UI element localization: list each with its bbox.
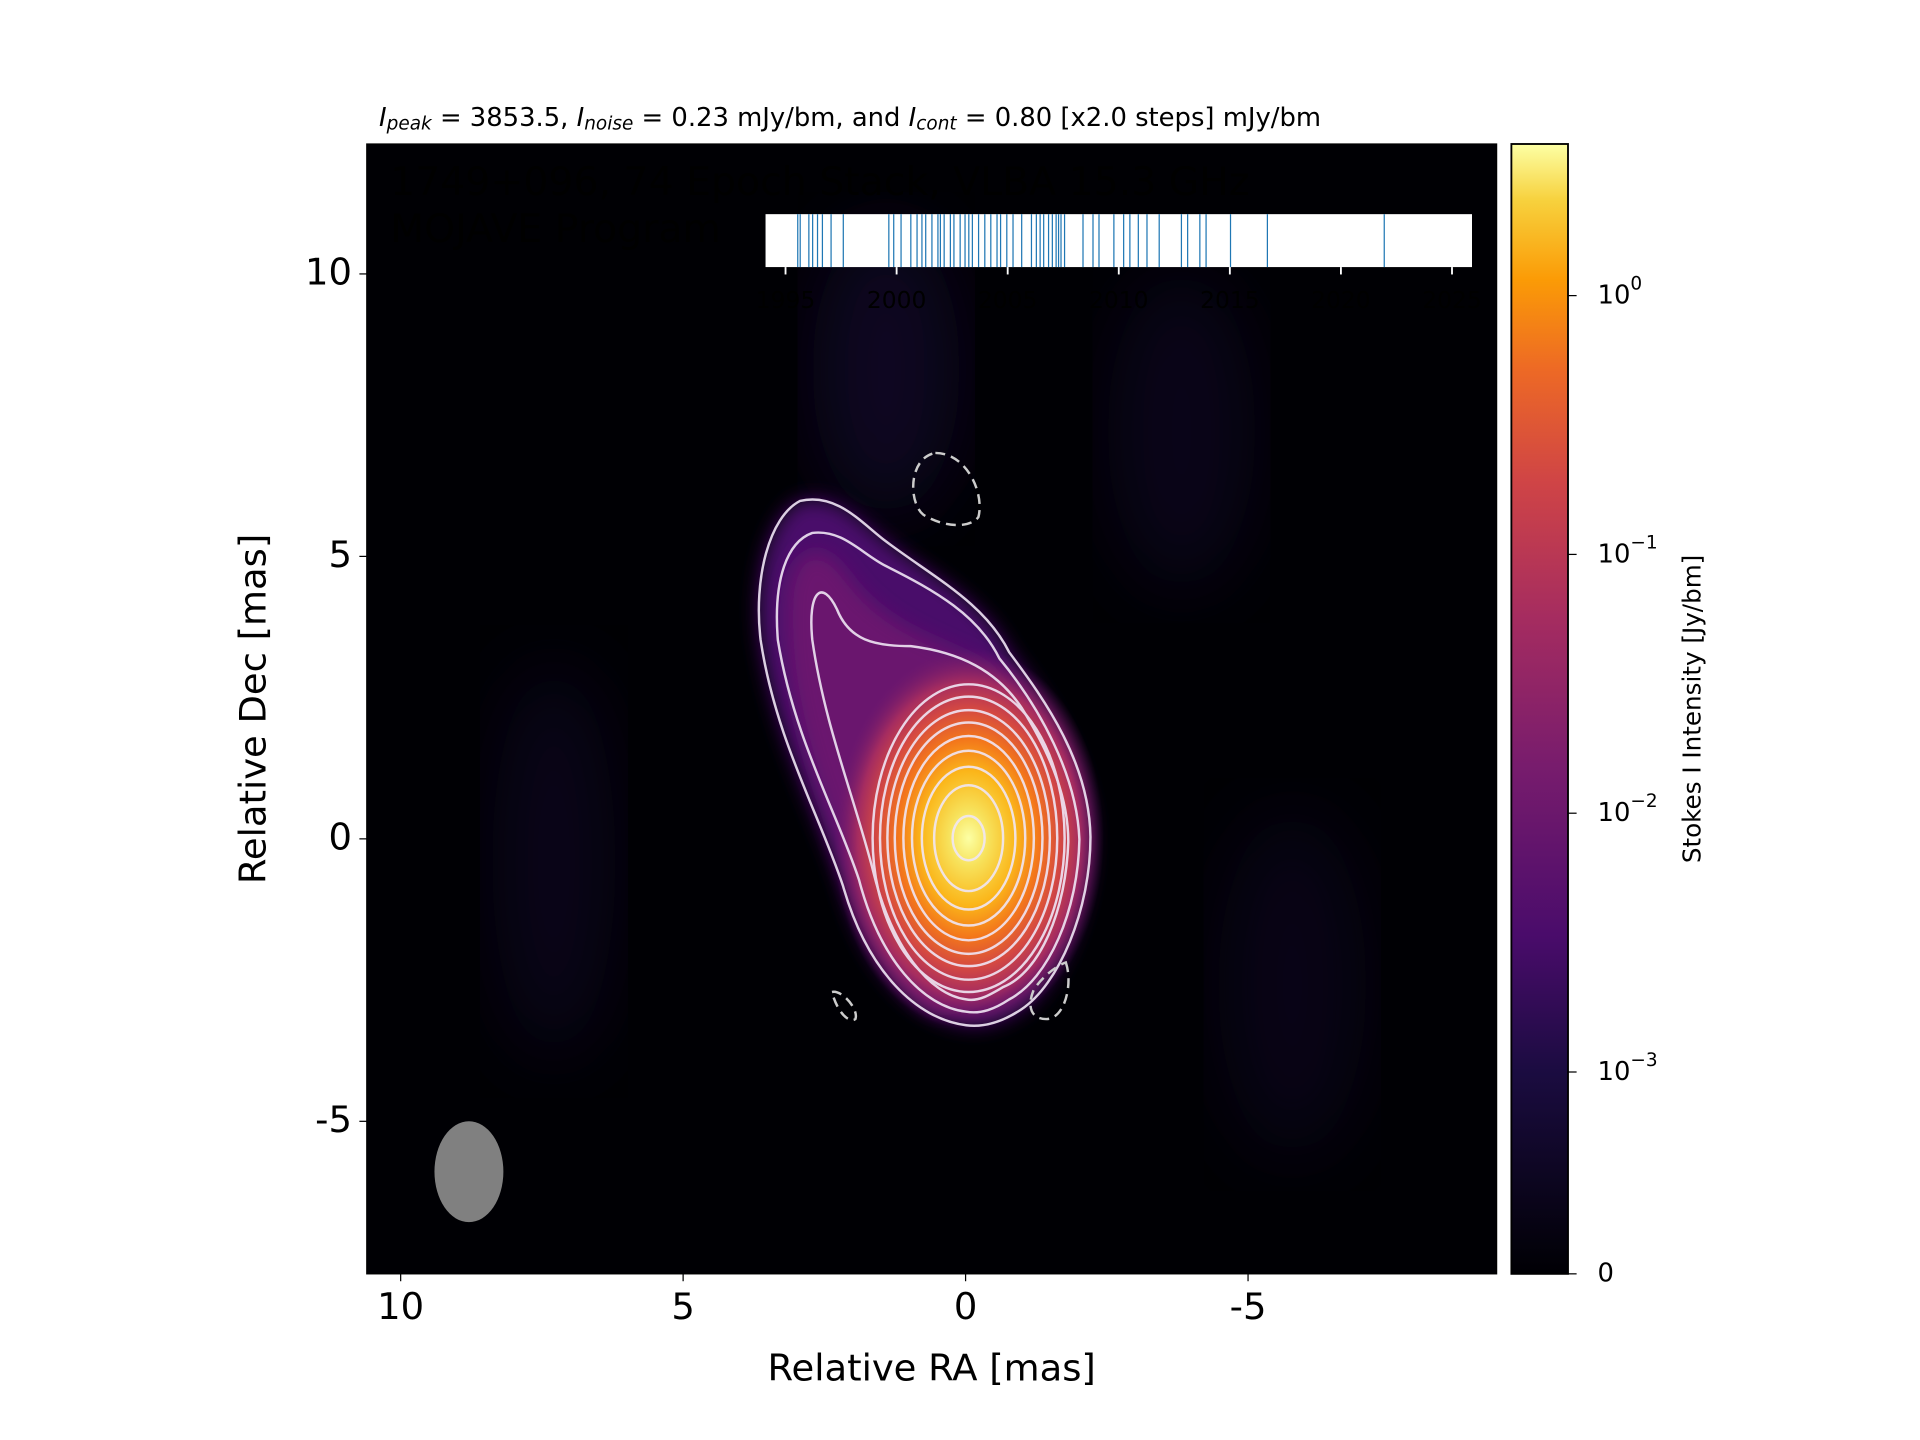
epoch-tick-label: 1995 [756,286,816,314]
title-part: peak [386,113,433,134]
label-exponent: −3 [1630,1050,1657,1071]
colorbar-tick-label: 10−2 [1598,791,1658,828]
colorbar-tick-label: 10−1 [1598,532,1658,569]
title-part: I [577,103,585,133]
image-axes [366,143,1498,1275]
x-tick-label: 0 [954,1285,977,1328]
epoch-timeline: 1995 2000 2005 2010 2015 2020 2025 [756,214,1482,314]
colorbar [1510,143,1569,1275]
y-tick-label: 5 [329,533,352,576]
title-part: = 3853.5, [432,103,577,133]
label-exponent: −2 [1630,791,1657,812]
colorbar-tick-label: 100 [1598,274,1643,311]
colorbar-tick-label: 10−3 [1598,1050,1658,1087]
x-tick-label: 10 [377,1285,424,1328]
epoch-tick-label: 2000 [867,286,927,314]
epoch-tick-label: 2020 [1311,286,1371,314]
label-base: 10 [1598,280,1631,310]
label-exponent: 0 [1630,274,1642,295]
title-part: I [379,103,387,133]
label-exponent: −1 [1630,532,1657,553]
title-part: = 0.80 [x2.0 steps] mJy/bm [957,103,1321,133]
epoch-tick-label: 2025 [1422,286,1482,314]
x-axis-label: Relative RA [mas] [768,1346,1096,1389]
colorbar-tick-label: 0 [1598,1258,1614,1288]
y-tick-label: 0 [329,815,352,858]
y-tick-label: -5 [315,1098,352,1141]
label-base: 10 [1598,798,1631,828]
annotation: MOJAVE Program [390,206,721,252]
negative-contours [830,451,1070,1022]
epoch-tick-label: 2010 [1089,286,1149,314]
label-base: 10 [1598,539,1631,569]
chart-title: Ipeak = 3853.5, Inoise = 0.23 mJy/bm, an… [379,103,1321,135]
contours [757,498,1092,1027]
y-axis-label: Relative Dec [mas] [231,534,274,884]
y-tick-label: 10 [305,250,352,293]
beam [434,1121,504,1223]
x-tick-label: 5 [671,1285,694,1328]
title-part: noise [584,113,633,134]
epoch-tick-label: 2015 [1200,286,1260,314]
axes-frame [366,143,1498,1275]
x-tick-label: -5 [1230,1285,1267,1328]
title-part: cont [916,113,957,134]
title-part: I [909,103,917,133]
title-part: = 0.23 mJy/bm, and [633,103,908,133]
intensity-map [434,221,1367,1223]
annotation: 1749+096, 74 Epoch Stack, VLBA 15.3 GHz [390,159,1249,205]
label-base: 10 [1598,1056,1631,1086]
colorbar-label: Stokes I Intensity [Jy/bm] [1678,555,1707,863]
timeline-box [765,214,1472,268]
epoch-tick-label: 2005 [978,286,1038,314]
